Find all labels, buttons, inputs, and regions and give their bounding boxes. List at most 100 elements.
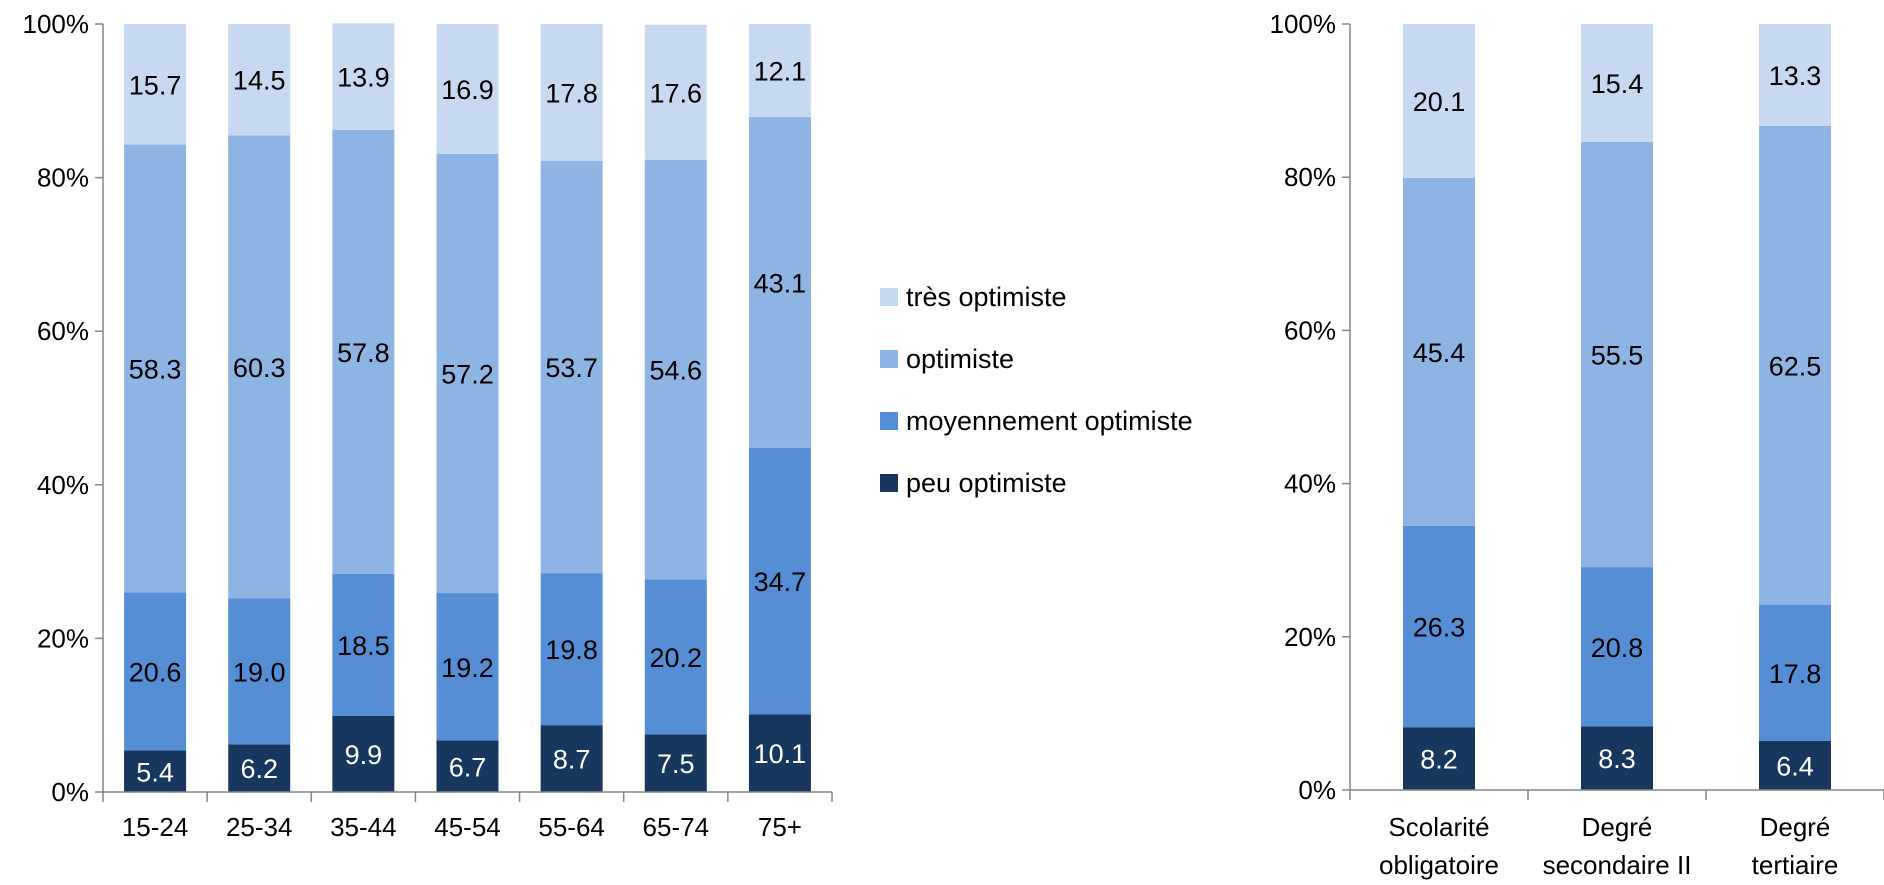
legend-label: peu optimiste bbox=[906, 467, 1067, 498]
bar-segment-tres bbox=[228, 24, 291, 136]
data-label: 12.1 bbox=[754, 56, 807, 86]
data-label: 8.7 bbox=[553, 745, 591, 775]
bar-segment-peu bbox=[748, 714, 811, 792]
bar-segment-tres bbox=[332, 23, 395, 130]
data-label: 62.5 bbox=[1769, 351, 1822, 381]
y-tick-label: 20% bbox=[1284, 622, 1336, 652]
y-tick-label: 40% bbox=[1284, 469, 1336, 499]
x-category-label: obligatoire bbox=[1379, 850, 1499, 880]
x-category-label: 15-24 bbox=[122, 812, 189, 842]
data-label: 34.7 bbox=[754, 567, 807, 597]
bar-segment-peu bbox=[332, 715, 395, 792]
bar-segment-tres bbox=[436, 24, 499, 154]
y-tick-label: 60% bbox=[1284, 315, 1336, 345]
bar-segment-peu bbox=[124, 750, 187, 792]
data-label: 15.7 bbox=[129, 70, 182, 100]
legend-item-tres-optimiste: très optimiste bbox=[880, 282, 1193, 312]
bar-segment-moyennement bbox=[124, 592, 187, 751]
bar-segment-peu bbox=[540, 725, 603, 792]
x-category-label: Degré bbox=[1582, 812, 1653, 842]
bar-segment-peu bbox=[1759, 740, 1831, 790]
data-label: 14.5 bbox=[233, 66, 286, 96]
bar-segment-peu bbox=[436, 740, 499, 792]
y-tick-label: 0% bbox=[51, 777, 89, 807]
y-tick-label: 100% bbox=[1270, 9, 1337, 39]
x-category-label: tertiaire bbox=[1752, 850, 1839, 880]
data-label: 57.8 bbox=[337, 338, 390, 368]
data-label: 19.0 bbox=[233, 657, 286, 687]
bar-segment-moyennement bbox=[748, 447, 811, 715]
legend-label: optimiste bbox=[906, 343, 1015, 374]
data-label: 13.9 bbox=[337, 63, 390, 93]
x-category-label: Scolarité bbox=[1388, 812, 1489, 842]
data-label: 53.7 bbox=[545, 353, 598, 383]
y-tick-label: 80% bbox=[37, 163, 89, 193]
bar-segment-optimiste bbox=[1403, 177, 1475, 526]
bar-segment-optimiste bbox=[540, 160, 603, 574]
data-label: 7.5 bbox=[657, 749, 695, 779]
data-label: 15.4 bbox=[1591, 69, 1644, 99]
bar-segment-optimiste bbox=[1759, 125, 1831, 605]
bar-segment-tres bbox=[644, 24, 707, 160]
data-label: 9.9 bbox=[345, 740, 383, 770]
bar-segment-moyennement bbox=[332, 573, 395, 716]
bar-segment-moyennement bbox=[1759, 604, 1831, 741]
bar-segment-peu bbox=[228, 744, 291, 792]
data-label: 5.4 bbox=[136, 757, 174, 787]
bar-segment-tres bbox=[1403, 24, 1475, 178]
x-category-label: 75+ bbox=[758, 812, 802, 842]
x-category-label: 65-74 bbox=[643, 812, 710, 842]
y-tick-label: 40% bbox=[37, 470, 89, 500]
legend-swatch-optimiste bbox=[880, 350, 898, 368]
data-label: 54.6 bbox=[650, 356, 703, 386]
legend-label: moyennement optimiste bbox=[906, 405, 1193, 436]
x-category-label: 25-34 bbox=[226, 812, 293, 842]
data-label: 19.8 bbox=[545, 635, 598, 665]
bar-segment-optimiste bbox=[748, 116, 811, 448]
bar-segment-optimiste bbox=[124, 144, 187, 593]
data-label: 6.4 bbox=[1776, 751, 1814, 781]
data-label: 6.2 bbox=[240, 754, 278, 784]
data-label: 20.8 bbox=[1591, 633, 1644, 663]
legend-item-peu-optimiste: peu optimiste bbox=[880, 468, 1193, 498]
bar-segment-moyennement bbox=[540, 573, 603, 726]
x-category-label: 35-44 bbox=[330, 812, 397, 842]
bar-segment-tres bbox=[540, 24, 603, 161]
bar-segment-optimiste bbox=[436, 153, 499, 594]
y-tick-label: 60% bbox=[37, 316, 89, 346]
bar-segment-moyennement bbox=[1581, 567, 1653, 727]
bar-segment-optimiste bbox=[332, 129, 395, 574]
data-label: 8.3 bbox=[1598, 744, 1636, 774]
data-label: 16.9 bbox=[441, 75, 494, 105]
bar-segment-optimiste bbox=[228, 135, 291, 599]
x-category-label: 45-54 bbox=[434, 812, 501, 842]
bar-segment-moyennement bbox=[228, 598, 291, 745]
bar-segment-optimiste bbox=[1581, 141, 1653, 568]
legend-item-moyennement-optimiste: moyennement optimiste bbox=[880, 406, 1193, 436]
legend: très optimiste optimiste moyennement opt… bbox=[880, 282, 1193, 530]
legend-swatch-moyennement-optimiste bbox=[880, 412, 898, 430]
data-label: 26.3 bbox=[1413, 612, 1466, 642]
data-label: 6.7 bbox=[449, 752, 487, 782]
bar-segment-moyennement bbox=[644, 579, 707, 735]
data-label: 17.8 bbox=[545, 78, 598, 108]
bar-segment-peu bbox=[644, 734, 707, 792]
data-label: 19.2 bbox=[441, 653, 494, 683]
data-label: 10.1 bbox=[754, 739, 807, 769]
data-label: 17.6 bbox=[650, 78, 703, 108]
legend-swatch-peu-optimiste bbox=[880, 474, 898, 492]
y-tick-label: 0% bbox=[1298, 775, 1336, 805]
bar-segment-moyennement bbox=[1403, 525, 1475, 728]
data-label: 60.3 bbox=[233, 353, 286, 383]
bar-segment-tres bbox=[748, 24, 811, 117]
data-label: 43.1 bbox=[754, 268, 807, 298]
bar-segment-peu bbox=[1581, 726, 1653, 790]
bar-segment-tres bbox=[1581, 24, 1653, 142]
legend-label: très optimiste bbox=[906, 281, 1067, 312]
x-category-label: 55-64 bbox=[538, 812, 605, 842]
data-label: 17.8 bbox=[1769, 659, 1822, 689]
y-tick-label: 80% bbox=[1284, 162, 1336, 192]
bar-segment-optimiste bbox=[644, 159, 707, 580]
data-label: 20.2 bbox=[650, 643, 703, 673]
